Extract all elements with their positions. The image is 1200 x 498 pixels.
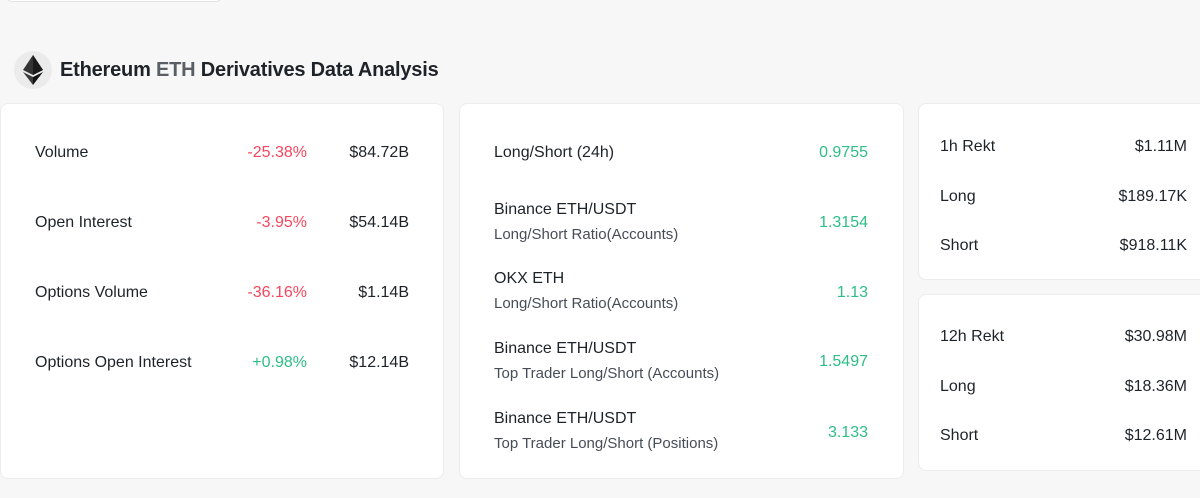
rekt-title: 1h Rekt: [940, 138, 996, 155]
rekt-long-label: Long: [940, 188, 976, 205]
rekt-long-label: Long: [940, 378, 976, 395]
ratio-value: 0.9755: [819, 144, 868, 161]
ratio-label: OKX ETH Long/Short Ratio(Accounts): [494, 270, 678, 312]
market-metrics-card: Volume -25.38% $84.72B Open Interest -3.…: [0, 103, 444, 479]
title-rest: Derivatives Data Analysis: [200, 58, 439, 81]
ratio-title: Binance ETH/USDT: [494, 201, 637, 218]
ratio-value: 1.13: [836, 284, 868, 301]
rekt-short-value: $918.11K: [1119, 237, 1187, 254]
rekt-total: $30.98M: [1124, 328, 1187, 345]
rekt-short-label: Short: [940, 427, 979, 444]
metric-label: Open Interest: [35, 214, 132, 231]
ratio-value: 1.5497: [819, 353, 868, 370]
ratio-title: Binance ETH/USDT: [494, 410, 637, 427]
ratio-label: Long/Short (24h): [494, 144, 615, 161]
page-header: Ethereum ETH Derivatives Data Analysis: [14, 50, 439, 90]
metric-change: -36.16%: [247, 284, 307, 301]
metric-label: Options Open Interest: [35, 354, 192, 371]
metric-change: -25.38%: [247, 144, 307, 161]
long-short-ratio-card: Long/Short (24h) 0.9755 Binance ETH/USDT…: [459, 103, 904, 479]
title-symbol: ETH: [156, 58, 196, 81]
metric-change: +0.98%: [252, 354, 307, 371]
rekt-short-value: $12.61M: [1124, 427, 1187, 444]
ratio-label: Binance ETH/USDT Top Trader Long/Short (A…: [494, 340, 719, 382]
ratio-label: Binance ETH/USDT Long/Short Ratio(Account…: [494, 201, 678, 243]
ratio-title: Binance ETH/USDT: [494, 340, 637, 357]
top-control-edge[interactable]: [6, 0, 222, 2]
rekt-total: $1.11M: [1134, 138, 1187, 155]
metric-value: $84.72B: [349, 144, 409, 161]
ethereum-icon: [14, 51, 52, 89]
ratio-subtitle: Long/Short Ratio(Accounts): [494, 226, 679, 243]
ratio-title: OKX ETH: [494, 270, 565, 287]
ratio-subtitle: Top Trader Long/Short (Positions): [494, 435, 719, 452]
rekt-1h-card: 1h Rekt $1.11M Long $189.17K Short $918.…: [918, 103, 1200, 280]
metric-value: $12.14B: [349, 354, 409, 371]
rekt-12h-card: 12h Rekt $30.98M Long $18.36M Short $12.…: [918, 294, 1200, 471]
page-title: Ethereum ETH Derivatives Data Analysis: [60, 59, 439, 82]
metric-change: -3.95%: [256, 214, 307, 231]
metric-value: $1.14B: [358, 284, 409, 301]
rekt-long-value: $189.17K: [1118, 188, 1187, 205]
ratio-value: 3.133: [827, 424, 868, 441]
metric-value: $54.14B: [349, 214, 409, 231]
rekt-title: 12h Rekt: [940, 328, 1005, 345]
rekt-short-label: Short: [940, 237, 979, 254]
rekt-long-value: $18.36M: [1124, 378, 1187, 395]
ratio-label: Binance ETH/USDT Top Trader Long/Short (P…: [494, 410, 718, 452]
ratio-subtitle: Top Trader Long/Short (Accounts): [494, 365, 720, 382]
title-name: Ethereum: [60, 58, 151, 81]
metric-label: Volume: [35, 144, 89, 161]
metric-label: Options Volume: [35, 284, 148, 301]
ratio-subtitle: Long/Short Ratio(Accounts): [494, 295, 679, 312]
ratio-value: 1.3154: [819, 214, 868, 231]
